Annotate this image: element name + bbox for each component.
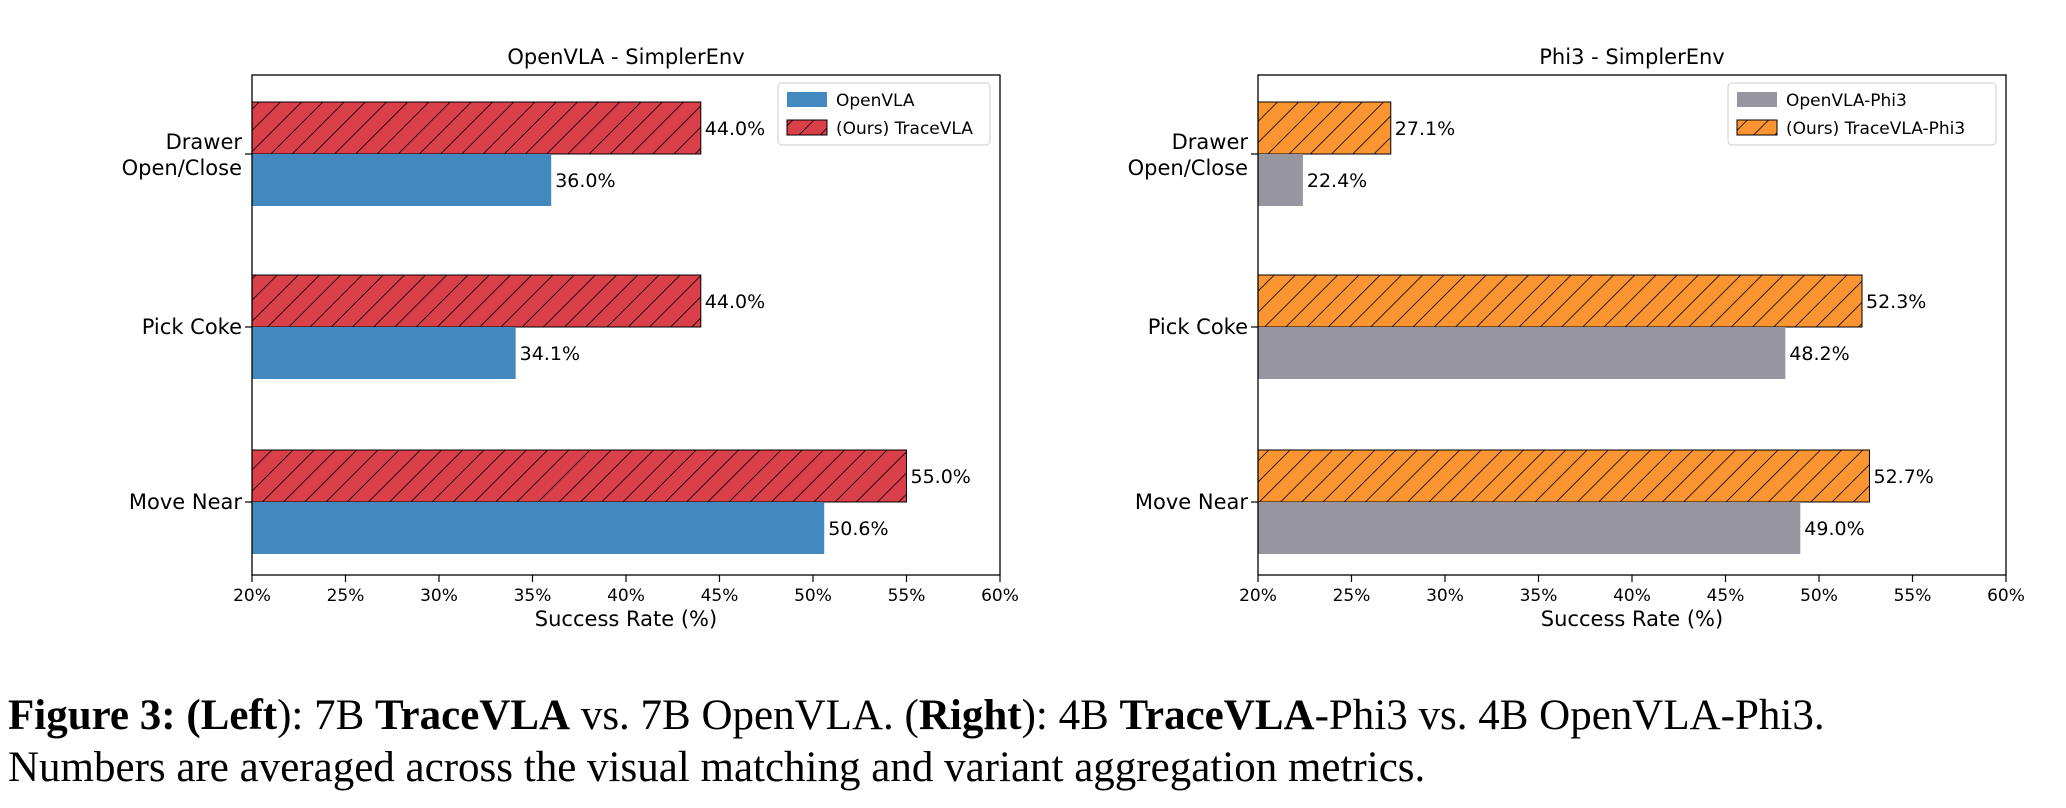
y-tick-label: Drawer Open/Close [122, 130, 243, 180]
caption-line-1: Figure 3: (Left): 7B TraceVLA vs. 7B Ope… [8, 690, 2058, 742]
legend-label: OpenVLA-Phi3 [1786, 91, 1907, 111]
x-tick-label: 20% [233, 586, 271, 606]
data-label: 44.0% [705, 118, 765, 140]
x-tick-label: 50% [1800, 586, 1838, 606]
data-label: 50.6% [828, 518, 888, 540]
legend-label: (Ours) TraceVLA-Phi3 [1786, 119, 1965, 139]
bar-openvla-phi3 [1258, 154, 1303, 206]
legend-swatch [1737, 92, 1777, 107]
data-label: 48.2% [1789, 343, 1849, 365]
data-label: 22.4% [1307, 170, 1367, 192]
bar-hatch-overlay [1257, 101, 1392, 155]
bar-hatch-overlay [1257, 274, 1863, 328]
bar-openvla [252, 154, 552, 206]
legend-swatch-hatch [1736, 119, 1778, 136]
caption-line-2: Numbers are averaged across the visual m… [8, 744, 1426, 791]
bar-hatch-overlay [251, 274, 702, 328]
y-tick-label: Move Near [129, 490, 242, 514]
caption-vs1: vs. 7B OpenVLA. ( [570, 692, 919, 739]
data-label: 34.1% [520, 343, 580, 365]
x-tick-label: 55% [1894, 586, 1932, 606]
x-tick-label: 55% [888, 586, 926, 606]
caption-label: Figure 3: [8, 692, 176, 739]
x-tick-label: 30% [1426, 586, 1464, 606]
data-label: 49.0% [1804, 518, 1864, 540]
data-label: 52.7% [1873, 466, 1933, 488]
y-tick-label: Pick Coke [142, 315, 242, 339]
caption-tracevla2: TraceVLA [1119, 692, 1315, 739]
x-axis-label: Success Rate (%) [535, 607, 717, 631]
caption-tracevla: TraceVLA [375, 692, 571, 739]
legend-label: OpenVLA [836, 91, 915, 111]
legend-swatch [787, 92, 827, 107]
legend-box [777, 82, 991, 146]
chart-right: Phi3 - SimplerEnv 27.1% 22.4% Drawer Open/Cl… [1128, 45, 2025, 631]
caption-tail1: -Phi3 vs. 4B OpenVLA-Phi3. [1314, 692, 1825, 739]
x-axis-label: Success Rate (%) [1541, 607, 1723, 631]
x-tick-label: 45% [1707, 586, 1745, 606]
figure-caption: Figure 3: (Left): 7B TraceVLA vs. 7B Ope… [8, 690, 2058, 794]
legend-label: (Ours) TraceVLA [836, 119, 973, 139]
x-tick-label: 60% [981, 586, 1019, 606]
bar-hatch-overlay [251, 101, 702, 155]
x-tick-label: 20% [1239, 586, 1277, 606]
y-tick-label: Pick Coke [1148, 315, 1248, 339]
x-tick-label: 35% [514, 586, 552, 606]
x-tick-label: 60% [1987, 586, 2025, 606]
x-tick-label: 30% [420, 586, 458, 606]
bar-openvla [252, 327, 516, 379]
data-label: 44.0% [705, 291, 765, 313]
x-tick-label: 50% [794, 586, 832, 606]
caption-left-close: ): 7B [277, 692, 376, 739]
x-tick-label: 35% [1520, 586, 1558, 606]
x-tick-label: 45% [701, 586, 739, 606]
bar-openvla-phi3 [1258, 502, 1801, 554]
data-label: 36.0% [555, 170, 615, 192]
data-label: 27.1% [1395, 118, 1455, 140]
bar-hatch-overlay [1257, 449, 1870, 503]
x-tick-label: 40% [1613, 586, 1651, 606]
y-tick-label: Move Near [1135, 490, 1248, 514]
data-label: 52.3% [1866, 291, 1926, 313]
figure-charts: OpenVLA - SimplerEnv 44.0% 36.0% Drawer Open… [122, 45, 2025, 631]
x-tick-label: 25% [327, 586, 365, 606]
caption-left-open: ( [186, 692, 201, 739]
legend-swatch-hatch [786, 119, 828, 136]
bar-hatch-overlay [251, 449, 907, 503]
x-tick-label: 25% [1333, 586, 1371, 606]
chart-left: OpenVLA - SimplerEnv 44.0% 36.0% Drawer Open… [122, 45, 1019, 631]
y-tick-label: Drawer Open/Close [1128, 130, 1249, 180]
caption-left-word: Left [200, 692, 278, 739]
data-label: 55.0% [911, 466, 971, 488]
chart-title: OpenVLA - SimplerEnv [507, 45, 744, 69]
caption-right-word: Right [918, 692, 1022, 739]
x-tick-label: 40% [607, 586, 645, 606]
caption-right-close: ): 4B [1021, 692, 1120, 739]
chart-title: Phi3 - SimplerEnv [1539, 45, 1724, 69]
bar-openvla [252, 502, 825, 554]
legend-box [1727, 82, 1997, 146]
bar-openvla-phi3 [1258, 327, 1786, 379]
